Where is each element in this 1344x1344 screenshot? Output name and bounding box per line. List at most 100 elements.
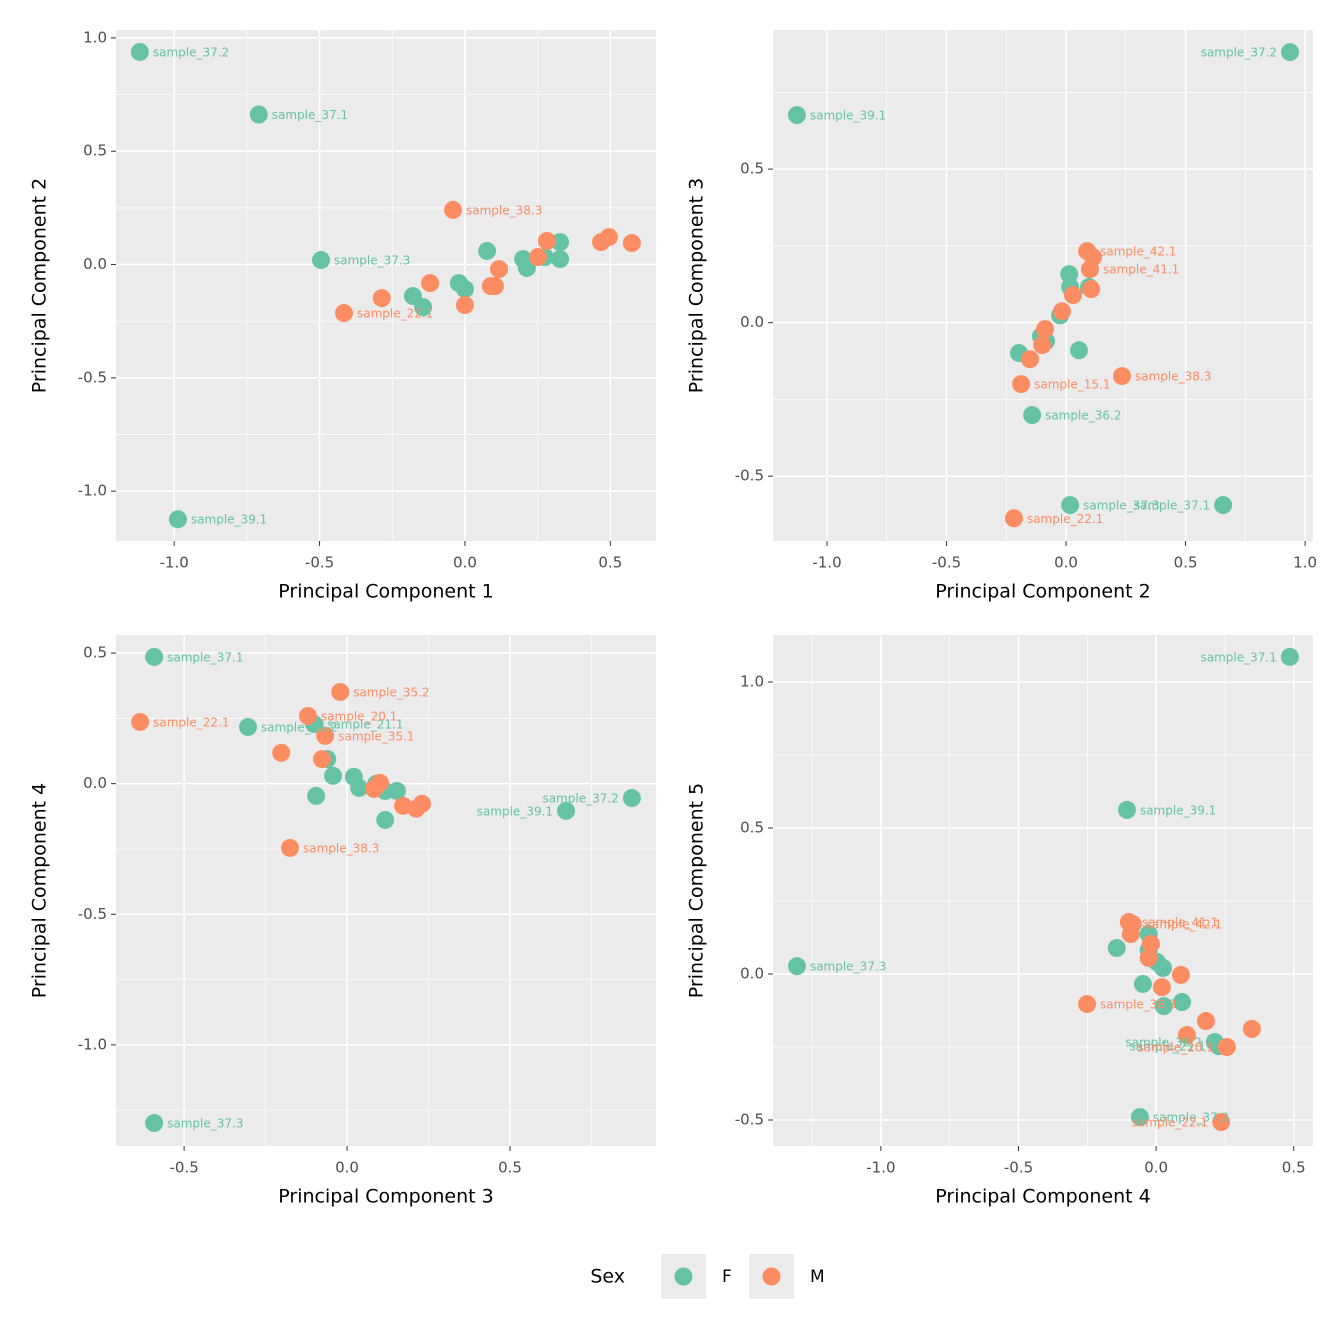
point bbox=[599, 228, 618, 247]
point bbox=[455, 280, 474, 299]
point-label: sample_41.1 bbox=[1103, 263, 1179, 277]
point-label: sample_21.1 bbox=[327, 718, 403, 732]
point bbox=[1214, 496, 1233, 515]
point bbox=[145, 647, 164, 666]
point-label: sample_37.3 bbox=[167, 1117, 243, 1131]
point-label: sample_36.2 bbox=[1125, 1036, 1201, 1050]
point bbox=[168, 510, 187, 529]
point bbox=[131, 712, 150, 731]
point-label: sample_38.3 bbox=[1100, 998, 1176, 1012]
point bbox=[1171, 965, 1190, 984]
point bbox=[1020, 350, 1039, 369]
y-tick-label: 0.5 bbox=[83, 644, 107, 662]
point-label: sample_39.1 bbox=[191, 513, 267, 527]
y-tick-label: 0.5 bbox=[740, 819, 764, 837]
point bbox=[1139, 948, 1158, 967]
point bbox=[272, 743, 291, 762]
point bbox=[1113, 367, 1132, 386]
point-label: sample_39.1 bbox=[477, 804, 553, 818]
x-tick-label: 0.5 bbox=[1174, 554, 1198, 572]
point bbox=[376, 810, 395, 829]
point bbox=[622, 789, 641, 808]
point-label: sample_37.1 bbox=[167, 650, 243, 664]
x-axis-title: Principal Component 3 bbox=[278, 1186, 493, 1208]
point-label: sample_37.2 bbox=[1153, 1111, 1229, 1125]
x-axis-title: Principal Component 2 bbox=[935, 581, 1150, 603]
point bbox=[557, 801, 576, 820]
point bbox=[238, 717, 257, 736]
point bbox=[1107, 939, 1126, 958]
point-label: sample_39.1 bbox=[1140, 803, 1216, 817]
x-tick-label: 0.0 bbox=[1054, 554, 1078, 572]
point bbox=[312, 750, 331, 769]
x-tick-label: 0.5 bbox=[1282, 1159, 1306, 1177]
x-axis-title: Principal Component 1 bbox=[278, 581, 493, 603]
panel-background bbox=[773, 635, 1313, 1146]
point-label: sample_42.1 bbox=[1146, 918, 1222, 932]
point bbox=[1033, 336, 1052, 355]
x-tick-label: -1.0 bbox=[812, 554, 841, 572]
point bbox=[387, 781, 406, 800]
point-label: sample_20.1 bbox=[1137, 1041, 1213, 1055]
point-label: sample_22.1 bbox=[1132, 1116, 1208, 1130]
point bbox=[130, 42, 149, 61]
point bbox=[312, 251, 331, 270]
point-label: sample_39.1 bbox=[810, 109, 886, 123]
point bbox=[421, 274, 440, 293]
x-tick-label: -1.0 bbox=[866, 1159, 895, 1177]
point bbox=[370, 773, 389, 792]
point bbox=[1080, 260, 1099, 279]
point-label: sample_42.1 bbox=[1100, 245, 1176, 259]
y-tick-label: 0.5 bbox=[740, 160, 764, 178]
point bbox=[485, 277, 504, 296]
point bbox=[787, 106, 806, 125]
point bbox=[455, 296, 474, 315]
point bbox=[1242, 1019, 1261, 1038]
point bbox=[1061, 496, 1080, 515]
point-label: sample_15.1 bbox=[1034, 378, 1110, 392]
x-tick-label: -0.5 bbox=[305, 554, 334, 572]
point bbox=[1212, 1113, 1231, 1132]
point bbox=[316, 726, 335, 745]
x-axis-title: Principal Component 4 bbox=[935, 1186, 1150, 1208]
point-label: sample_35.1 bbox=[338, 729, 414, 743]
point-label: sample_22.1 bbox=[357, 307, 433, 321]
point-label: sample_36.2 bbox=[261, 720, 337, 734]
point bbox=[517, 258, 536, 277]
legend-label: M bbox=[810, 1267, 825, 1287]
point bbox=[1064, 286, 1082, 305]
point bbox=[1280, 647, 1299, 666]
point-label: sample_36.2 bbox=[1045, 409, 1121, 423]
y-axis-title: Principal Component 3 bbox=[686, 178, 708, 393]
point bbox=[1036, 320, 1055, 339]
y-tick-label: 0.5 bbox=[83, 142, 107, 160]
point bbox=[444, 200, 463, 219]
point-label: sample_37.1 bbox=[1201, 650, 1277, 664]
point bbox=[1141, 934, 1160, 953]
point bbox=[1172, 993, 1191, 1012]
point bbox=[1121, 925, 1140, 944]
point bbox=[1281, 43, 1300, 62]
point bbox=[1004, 509, 1023, 528]
y-tick-label: -1.0 bbox=[78, 1035, 107, 1053]
panel-background bbox=[116, 30, 656, 541]
legend-label: F bbox=[722, 1267, 732, 1287]
y-tick-label: -0.5 bbox=[78, 368, 107, 386]
x-tick-label: 1.0 bbox=[1293, 554, 1317, 572]
point bbox=[478, 241, 497, 260]
point bbox=[528, 248, 547, 267]
point bbox=[489, 260, 508, 279]
point bbox=[1117, 800, 1136, 819]
point bbox=[1152, 978, 1171, 997]
point bbox=[1196, 1012, 1215, 1031]
point bbox=[350, 778, 369, 797]
point-label: sample_37.3 bbox=[1083, 499, 1159, 513]
point bbox=[298, 706, 317, 725]
y-tick-label: 0.0 bbox=[740, 965, 764, 983]
point bbox=[551, 250, 570, 269]
y-tick-label: 0.0 bbox=[740, 313, 764, 331]
point-label: sample_37.2 bbox=[543, 792, 619, 806]
x-tick-label: -0.5 bbox=[169, 1159, 198, 1177]
y-tick-label: -1.0 bbox=[78, 482, 107, 500]
